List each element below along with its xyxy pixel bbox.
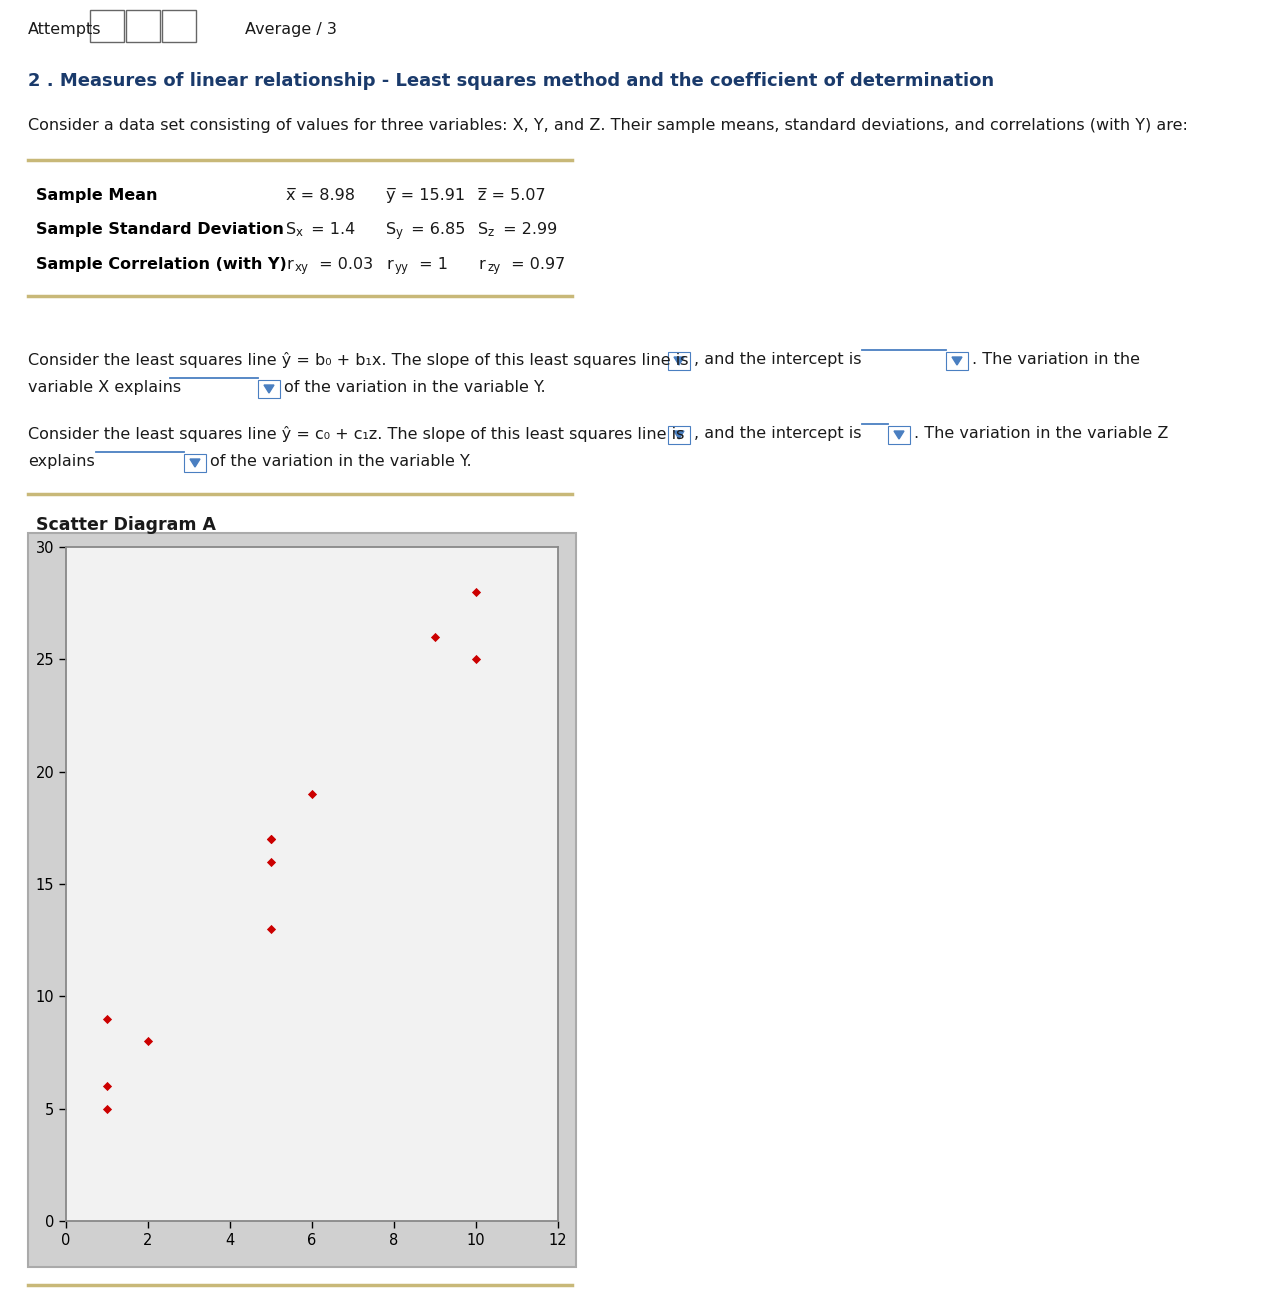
Text: of the variation in the variable Y.: of the variation in the variable Y. xyxy=(210,454,471,468)
Point xyxy=(466,582,487,603)
Bar xyxy=(667,351,690,370)
Text: variable X explains: variable X explains xyxy=(28,380,181,395)
Bar xyxy=(126,11,161,42)
Bar xyxy=(667,426,690,443)
Text: yy: yy xyxy=(394,261,410,274)
Point xyxy=(97,1008,118,1029)
Point xyxy=(260,851,281,873)
Point xyxy=(260,829,281,850)
Text: = 0.03: = 0.03 xyxy=(313,257,373,272)
Text: Attempts: Attempts xyxy=(28,22,101,37)
Bar xyxy=(162,11,196,42)
Text: , and the intercept is: , and the intercept is xyxy=(694,351,862,367)
Bar xyxy=(185,454,206,472)
Text: xy: xy xyxy=(295,261,308,274)
Text: explains: explains xyxy=(28,454,95,468)
Text: Average / 3: Average / 3 xyxy=(245,22,337,37)
Point xyxy=(97,1075,118,1096)
Text: , and the intercept is: , and the intercept is xyxy=(694,426,862,441)
Point xyxy=(138,1030,158,1051)
Polygon shape xyxy=(674,432,684,440)
Polygon shape xyxy=(952,357,962,365)
Point xyxy=(97,1098,118,1119)
Bar xyxy=(945,351,968,370)
Text: y̅ = 15.91: y̅ = 15.91 xyxy=(386,188,465,203)
Text: x̅ = 8.98: x̅ = 8.98 xyxy=(286,188,355,203)
Text: r: r xyxy=(286,257,293,272)
Text: Consider the least squares line ŷ = b₀ + b₁x. The slope of this least squares li: Consider the least squares line ŷ = b₀ +… xyxy=(28,351,689,368)
Polygon shape xyxy=(894,432,904,440)
Text: = 2.99: = 2.99 xyxy=(498,222,557,237)
Text: Sample Correlation (with Y): Sample Correlation (with Y) xyxy=(35,257,287,272)
Point xyxy=(260,829,281,850)
Text: Sample Standard Deviation: Sample Standard Deviation xyxy=(35,222,284,237)
Text: Scatter Diagram A: Scatter Diagram A xyxy=(35,516,216,534)
Point xyxy=(425,626,445,647)
Polygon shape xyxy=(190,459,200,467)
Text: x: x xyxy=(296,226,303,240)
Bar xyxy=(889,426,910,443)
Text: = 0.97: = 0.97 xyxy=(506,257,565,272)
Text: 2 . Measures of linear relationship - Least squares method and the coefficient o: 2 . Measures of linear relationship - Le… xyxy=(28,72,994,89)
Text: z: z xyxy=(488,226,494,240)
Text: . The variation in the: . The variation in the xyxy=(972,351,1140,367)
Point xyxy=(302,783,322,804)
Text: S: S xyxy=(478,222,488,237)
Text: = 1: = 1 xyxy=(415,257,447,272)
Bar xyxy=(28,533,576,1267)
Point xyxy=(260,919,281,940)
Text: of the variation in the variable Y.: of the variation in the variable Y. xyxy=(284,380,546,395)
Polygon shape xyxy=(264,386,274,393)
Text: Sample Mean: Sample Mean xyxy=(35,188,158,203)
Text: . The variation in the variable Z: . The variation in the variable Z xyxy=(914,426,1168,441)
Text: y: y xyxy=(396,226,403,240)
Text: S: S xyxy=(386,222,396,237)
Text: = 6.85: = 6.85 xyxy=(406,222,465,237)
Text: = 1.4: = 1.4 xyxy=(306,222,355,237)
Polygon shape xyxy=(674,357,684,365)
Text: S: S xyxy=(286,222,296,237)
Text: Consider a data set consisting of values for three variables: X, Y, and Z. Their: Consider a data set consisting of values… xyxy=(28,118,1188,133)
Text: z̅ = 5.07: z̅ = 5.07 xyxy=(478,188,546,203)
Bar xyxy=(258,380,281,397)
Text: Consider the least squares line ŷ = c₀ + c₁z. The slope of this least squares li: Consider the least squares line ŷ = c₀ +… xyxy=(28,426,684,442)
Bar xyxy=(90,11,124,42)
Text: r: r xyxy=(478,257,485,272)
Text: zy: zy xyxy=(487,261,501,274)
Text: r: r xyxy=(386,257,393,272)
Point xyxy=(466,649,487,670)
